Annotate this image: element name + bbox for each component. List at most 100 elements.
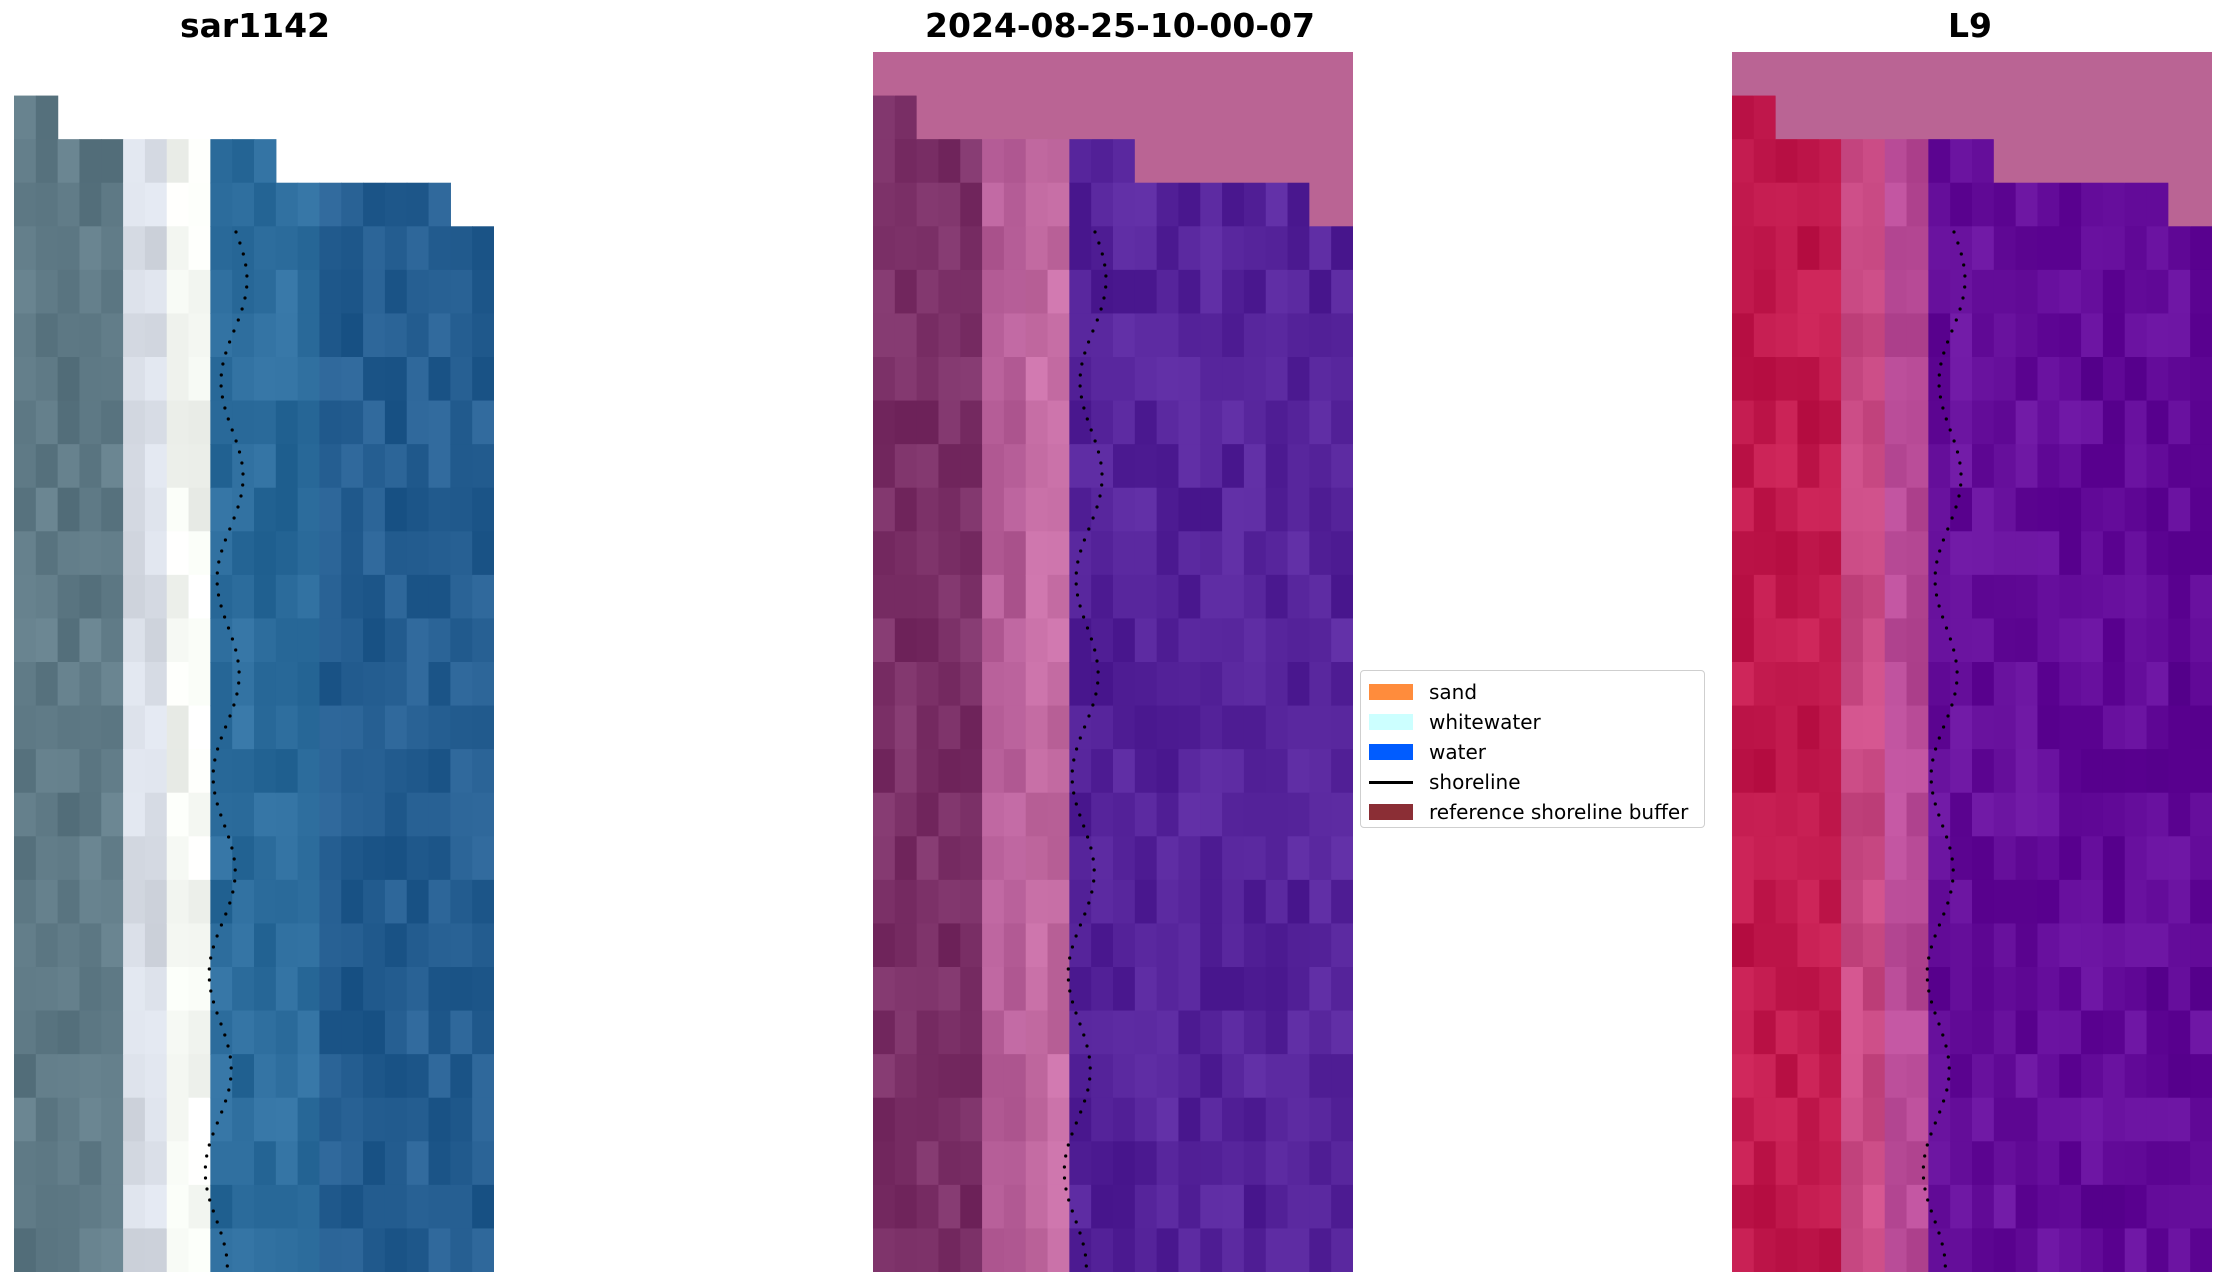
image-pixel: [1928, 357, 1951, 402]
image-pixel: [297, 967, 321, 1012]
image-pixel: [341, 487, 364, 532]
image-pixel: [1732, 531, 1755, 576]
image-pixel: [1113, 618, 1136, 663]
shoreline-point: [1948, 846, 1952, 850]
image-pixel: [57, 618, 81, 663]
image-pixel: [1753, 531, 1777, 576]
image-pixel: [960, 618, 983, 663]
image-pixel: [873, 313, 896, 358]
image-pixel: [1134, 269, 1158, 315]
image-pixel: [2037, 662, 2060, 707]
image-pixel: [297, 879, 321, 925]
shoreline-line-icon: [1369, 780, 1413, 784]
shoreline-point: [1095, 505, 1099, 509]
image-pixel: [894, 574, 918, 620]
image-pixel: [1841, 1184, 1864, 1230]
image-pixel: [210, 531, 233, 576]
image-pixel: [210, 967, 233, 1012]
image-pixel: [938, 879, 961, 925]
image-pixel: [472, 1097, 494, 1142]
image-pixel: [1732, 444, 1755, 489]
image-pixel: [1003, 182, 1027, 227]
image-pixel: [1884, 792, 1908, 837]
image-pixel: [1331, 967, 1353, 1012]
shoreline-point: [1084, 1264, 1088, 1268]
legend-label: reference shoreline buffer: [1429, 800, 1689, 824]
image-pixel: [873, 226, 896, 271]
image-pixel: [1287, 967, 1310, 1012]
image-pixel: [35, 1054, 59, 1099]
image-pixel: [960, 1141, 983, 1186]
image-pixel: [1884, 487, 1908, 532]
image-pixel: [894, 662, 918, 707]
image-pixel: [2146, 792, 2169, 837]
shoreline-point: [219, 1022, 223, 1026]
image-pixel: [275, 1054, 299, 1099]
image-pixel: [960, 879, 983, 925]
image-pixel: [2146, 487, 2169, 532]
image-pixel: [1775, 357, 1799, 402]
shoreline-point: [1082, 538, 1086, 542]
image-pixel: [1775, 487, 1799, 532]
shoreline-point: [1950, 329, 1954, 333]
image-pixel: [1069, 836, 1092, 881]
image-pixel: [873, 1184, 896, 1230]
image-pixel: [166, 879, 190, 925]
image-pixel: [2124, 574, 2148, 620]
image-pixel: [1775, 1097, 1799, 1142]
image-pixel: [1928, 531, 1951, 576]
shoreline-point: [1923, 1187, 1927, 1191]
image-pixel: [982, 879, 1005, 925]
image-pixel: [1309, 531, 1332, 576]
image-pixel: [2081, 1010, 2104, 1055]
image-pixel: [2146, 52, 2169, 97]
image-pixel: [2124, 400, 2148, 445]
image-pixel: [1178, 1184, 1201, 1230]
image-pixel: [938, 226, 961, 271]
image-pixel: [1732, 313, 1755, 358]
image-pixel: [14, 618, 37, 663]
image-pixel: [341, 1010, 364, 1055]
image-pixel: [2102, 357, 2126, 402]
shoreline-point: [1075, 747, 1079, 751]
image-pixel: [144, 313, 168, 358]
image-pixel: [1265, 269, 1289, 315]
image-pixel: [1134, 1228, 1158, 1272]
image-pixel: [35, 1184, 59, 1230]
image-pixel: [1775, 531, 1799, 576]
image-pixel: [1862, 182, 1886, 227]
image-pixel: [2124, 1184, 2148, 1230]
image-pixel: [873, 792, 896, 837]
shoreline-point: [215, 802, 219, 806]
image-pixel: [982, 618, 1005, 663]
image-pixel: [57, 574, 81, 620]
shoreline-point: [1954, 659, 1958, 663]
image-pixel: [123, 313, 146, 358]
image-pixel: [406, 1228, 430, 1272]
image-pixel: [982, 182, 1005, 227]
image-pixel: [1003, 1228, 1027, 1272]
shoreline-point: [1079, 1110, 1083, 1114]
image-pixel: [982, 531, 1005, 576]
image-pixel: [2124, 1097, 2148, 1142]
image-pixel: [428, 923, 451, 968]
image-pixel: [1972, 792, 1995, 837]
image-pixel: [363, 618, 386, 663]
image-pixel: [2015, 749, 2039, 794]
image-pixel: [1309, 705, 1332, 750]
image-pixel: [1265, 662, 1289, 707]
image-pixel: [1025, 749, 1049, 794]
shoreline-point: [203, 1176, 208, 1180]
image-pixel: [1928, 879, 1951, 925]
image-pixel: [1841, 923, 1864, 968]
image-pixel: [144, 792, 168, 837]
shoreline-point: [1950, 516, 1954, 520]
image-pixel: [1309, 444, 1332, 489]
image-pixel: [14, 1054, 37, 1099]
image-pixel: [1797, 95, 1820, 140]
image-pixel: [2124, 967, 2148, 1012]
image-pixel: [1950, 705, 1973, 750]
image-pixel: [960, 182, 983, 227]
image-pixel: [1775, 52, 1799, 97]
image-pixel: [960, 1097, 983, 1142]
